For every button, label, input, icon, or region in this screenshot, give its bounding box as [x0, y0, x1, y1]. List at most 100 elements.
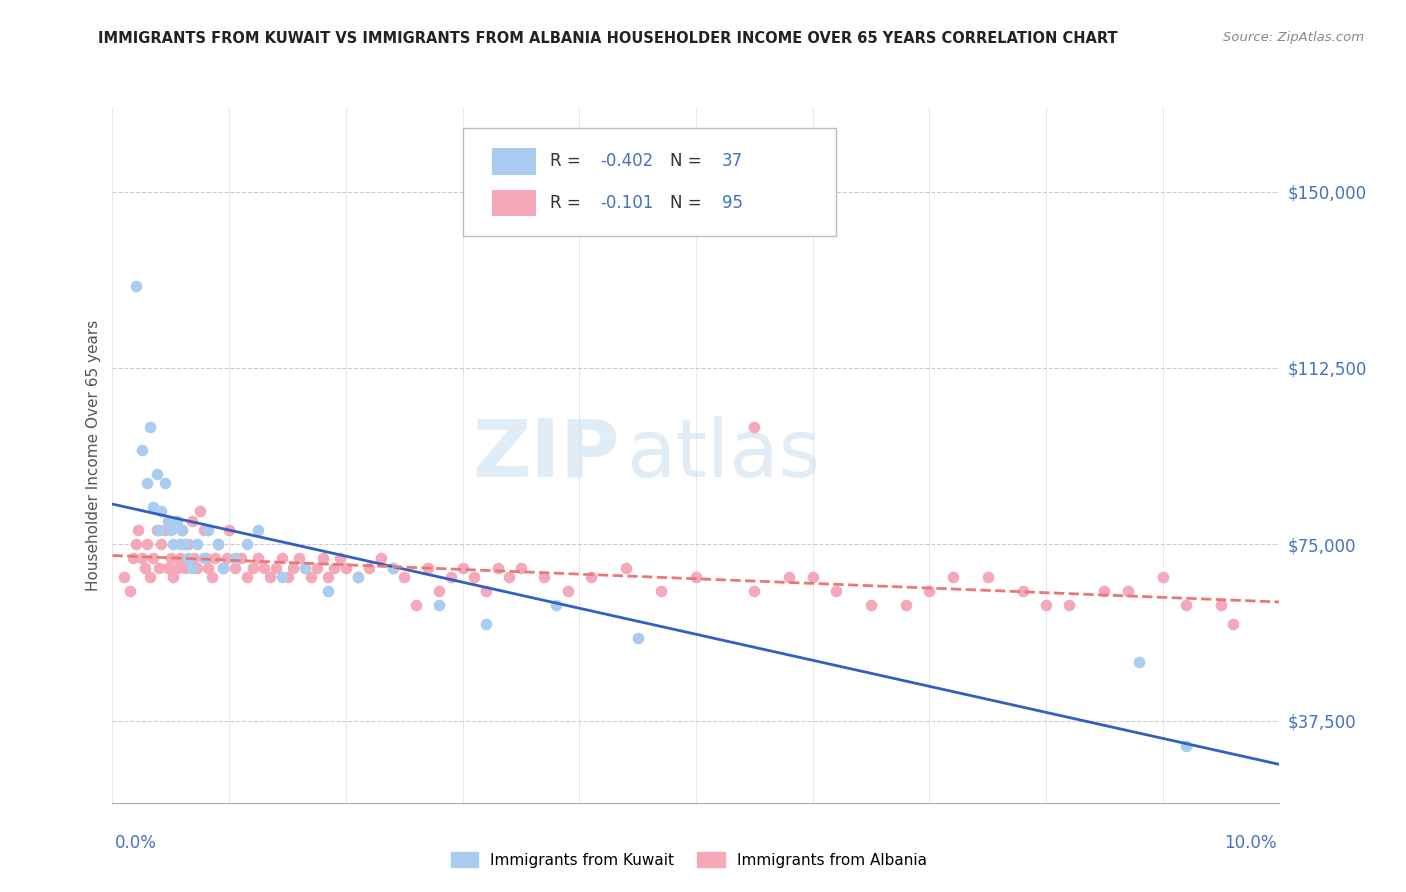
Point — [1011, 584, 1033, 599]
Point — [270, 570, 292, 584]
Point — [173, 560, 195, 574]
Point — [381, 560, 404, 574]
FancyBboxPatch shape — [492, 148, 536, 175]
Point — [150, 537, 173, 551]
Point — [131, 551, 153, 566]
Text: N =: N = — [671, 194, 707, 212]
Point — [427, 599, 450, 613]
Point — [139, 419, 162, 434]
Point — [218, 523, 240, 537]
Point — [533, 570, 555, 584]
Point — [685, 570, 707, 584]
Point — [801, 570, 824, 584]
Point — [486, 560, 509, 574]
Point — [148, 523, 170, 537]
Point — [150, 504, 173, 518]
Point — [405, 599, 427, 613]
Point — [160, 551, 183, 566]
Point — [136, 476, 159, 491]
Point — [318, 584, 340, 599]
Point — [1059, 599, 1081, 613]
Point — [1209, 599, 1232, 613]
Point — [976, 570, 998, 584]
Point — [825, 584, 848, 599]
Point — [283, 560, 305, 574]
Point — [131, 443, 153, 458]
Point — [146, 467, 169, 481]
Point — [201, 570, 224, 584]
Point — [1175, 739, 1198, 754]
Point — [626, 632, 648, 646]
Text: Source: ZipAtlas.com: Source: ZipAtlas.com — [1223, 31, 1364, 45]
Point — [194, 551, 217, 566]
Point — [778, 570, 800, 584]
Point — [509, 560, 531, 574]
Text: R =: R = — [550, 194, 586, 212]
Point — [247, 551, 270, 566]
FancyBboxPatch shape — [492, 190, 536, 216]
Point — [247, 523, 270, 537]
Point — [918, 584, 941, 599]
Point — [579, 570, 602, 584]
Point — [1035, 599, 1057, 613]
Point — [186, 537, 208, 551]
Point — [264, 560, 287, 574]
Point — [329, 551, 352, 566]
Point — [451, 560, 474, 574]
Point — [212, 560, 235, 574]
Point — [197, 560, 219, 574]
Point — [169, 537, 191, 551]
Point — [235, 537, 257, 551]
Point — [183, 551, 205, 566]
Point — [498, 570, 520, 584]
Point — [197, 523, 219, 537]
Point — [253, 560, 276, 574]
Point — [166, 560, 188, 574]
Point — [305, 560, 328, 574]
Point — [381, 560, 404, 574]
Point — [894, 599, 917, 613]
Point — [224, 551, 246, 566]
Point — [180, 514, 202, 528]
Text: 95: 95 — [721, 194, 742, 212]
Point — [742, 419, 765, 434]
Point — [177, 537, 200, 551]
Point — [294, 560, 316, 574]
Point — [153, 523, 176, 537]
Point — [224, 560, 246, 574]
Point — [125, 537, 148, 551]
Y-axis label: Householder Income Over 65 years: Householder Income Over 65 years — [86, 319, 101, 591]
Text: -0.101: -0.101 — [600, 194, 654, 212]
Point — [1116, 584, 1139, 599]
Point — [139, 570, 162, 584]
Text: atlas: atlas — [626, 416, 820, 494]
Text: ZIP: ZIP — [472, 416, 620, 494]
Point — [169, 551, 191, 566]
Point — [276, 570, 298, 584]
Text: 10.0%: 10.0% — [1225, 834, 1277, 852]
Point — [193, 551, 215, 566]
Point — [346, 570, 368, 584]
Text: 37: 37 — [721, 153, 742, 170]
Point — [370, 551, 392, 566]
Point — [614, 560, 637, 574]
Point — [242, 560, 264, 574]
Point — [180, 560, 202, 574]
Point — [212, 560, 235, 574]
Point — [475, 584, 498, 599]
Point — [162, 537, 184, 551]
Point — [475, 617, 498, 632]
Point — [1152, 570, 1174, 584]
Point — [112, 570, 135, 584]
Point — [204, 551, 226, 566]
Point — [162, 570, 184, 584]
Point — [229, 551, 252, 566]
Point — [299, 570, 322, 584]
Point — [235, 570, 257, 584]
Point — [427, 584, 450, 599]
Point — [544, 599, 567, 613]
Point — [177, 551, 200, 566]
Point — [122, 551, 145, 566]
Point — [440, 570, 463, 584]
Point — [160, 523, 183, 537]
